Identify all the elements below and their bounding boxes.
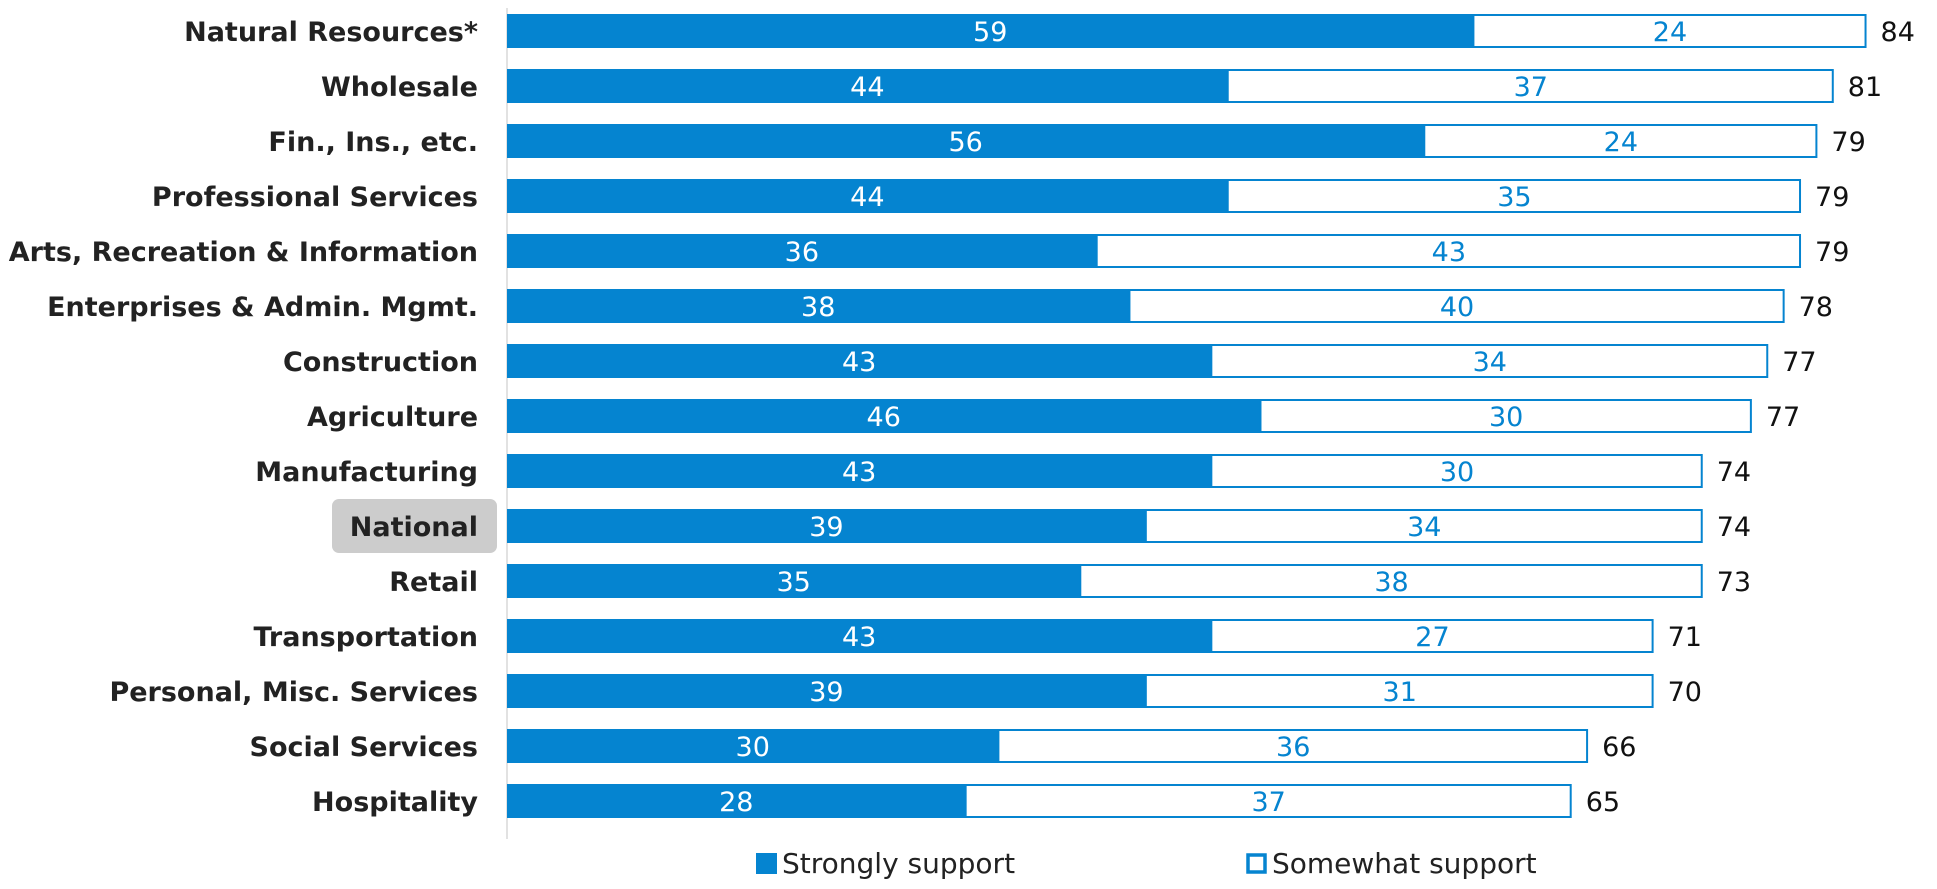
bar-somewhat-support [1144,509,1703,543]
bar-somewhat-support [1226,69,1834,103]
data-label-somewhat-support: 38 [1374,567,1408,598]
data-label-strongly-support: 35 [776,567,810,598]
data-label-somewhat-support: 37 [1514,72,1548,103]
data-label-somewhat-support: 34 [1473,347,1507,378]
bar-strongly-support [507,729,999,763]
bar-somewhat-support [1259,399,1752,433]
data-label-somewhat-support: 30 [1440,457,1474,488]
data-label-strongly-support: 44 [850,182,884,213]
data-label-total: 65 [1586,787,1620,818]
category-label: Wholesale [321,72,478,103]
bar-somewhat-support [1210,454,1703,488]
category-label: Retail [389,567,478,598]
bar-strongly-support [507,344,1212,378]
category-label: Transportation [253,622,478,653]
data-label-total: 74 [1717,512,1751,543]
bar-somewhat-support [1128,289,1785,323]
category-label: Personal, Misc. Services [109,677,478,708]
bar-somewhat-support [1210,344,1769,378]
category-label: Construction [283,347,478,378]
data-label-total: 84 [1881,17,1915,48]
data-label-strongly-support: 56 [948,127,982,158]
data-label-total: 77 [1782,347,1816,378]
category-label: Social Services [250,732,478,763]
legend-swatch-somewhat-support [1246,853,1267,874]
legend-label-somewhat-support: Somewhat support [1272,847,1537,880]
bar-somewhat-support [1226,179,1802,213]
category-label: Professional Services [152,182,478,213]
data-label-total: 81 [1848,72,1882,103]
data-label-strongly-support: 36 [785,237,819,268]
bar-somewhat-support [1144,674,1654,708]
data-label-somewhat-support: 43 [1432,237,1466,268]
data-label-somewhat-support: 37 [1251,787,1285,818]
data-label-strongly-support: 43 [842,347,876,378]
legend-swatch-strongly-support [756,853,777,874]
bar-somewhat-support [964,784,1572,818]
data-label-total: 66 [1602,732,1636,763]
category-label: National [350,512,478,543]
data-label-strongly-support: 43 [842,457,876,488]
data-label-somewhat-support: 27 [1415,622,1449,653]
data-label-total: 71 [1668,622,1702,653]
data-label-somewhat-support: 40 [1440,292,1474,323]
data-label-somewhat-support: 24 [1604,127,1638,158]
data-label-strongly-support: 59 [973,17,1007,48]
data-label-strongly-support: 38 [801,292,835,323]
data-label-strongly-support: 43 [842,622,876,653]
category-label: Natural Resources* [184,17,478,48]
data-label-strongly-support: 39 [809,677,843,708]
bar-somewhat-support [1210,619,1654,653]
bar-strongly-support [507,14,1474,48]
category-label: Hospitality [312,787,478,818]
data-label-total: 79 [1815,237,1849,268]
bar-strongly-support [507,564,1081,598]
data-label-strongly-support: 30 [736,732,770,763]
bar-strongly-support [507,124,1425,158]
data-label-total: 73 [1717,567,1751,598]
bar-strongly-support [507,234,1097,268]
data-label-total: 74 [1717,457,1751,488]
legend-label-strongly-support: Strongly support [782,847,1015,880]
data-label-total: 77 [1766,402,1800,433]
category-label: Arts, Recreation & Information [9,237,478,268]
data-label-somewhat-support: 35 [1497,182,1531,213]
bar-strongly-support [507,399,1261,433]
data-label-strongly-support: 39 [809,512,843,543]
bar-somewhat-support [1472,14,1867,48]
data-label-strongly-support: 46 [867,402,901,433]
category-label: Fin., Ins., etc. [268,127,478,158]
data-label-somewhat-support: 30 [1489,402,1523,433]
category-label: Manufacturing [255,457,478,488]
bar-strongly-support [507,674,1146,708]
category-label: Enterprises & Admin. Mgmt. [47,292,478,323]
bar-strongly-support [507,179,1228,213]
data-label-total: 79 [1831,127,1865,158]
data-label-total: 70 [1668,677,1702,708]
bar-somewhat-support [1079,564,1703,598]
category-label: Agriculture [307,402,478,433]
bar-strongly-support [507,289,1130,323]
data-label-somewhat-support: 24 [1653,17,1687,48]
bar-strongly-support [507,69,1228,103]
bar-strongly-support [507,509,1146,543]
data-label-somewhat-support: 34 [1407,512,1441,543]
bar-somewhat-support [1095,234,1802,268]
bar-somewhat-support [1423,124,1818,158]
bar-strongly-support [507,784,966,818]
data-label-somewhat-support: 31 [1383,677,1417,708]
data-label-total: 78 [1799,292,1833,323]
data-label-strongly-support: 28 [719,787,753,818]
bar-strongly-support [507,454,1212,488]
bar-strongly-support [507,619,1212,653]
bar-somewhat-support [997,729,1589,763]
data-label-strongly-support: 44 [850,72,884,103]
data-label-somewhat-support: 36 [1276,732,1310,763]
data-label-total: 79 [1815,182,1849,213]
highlight-box-national [332,499,497,553]
